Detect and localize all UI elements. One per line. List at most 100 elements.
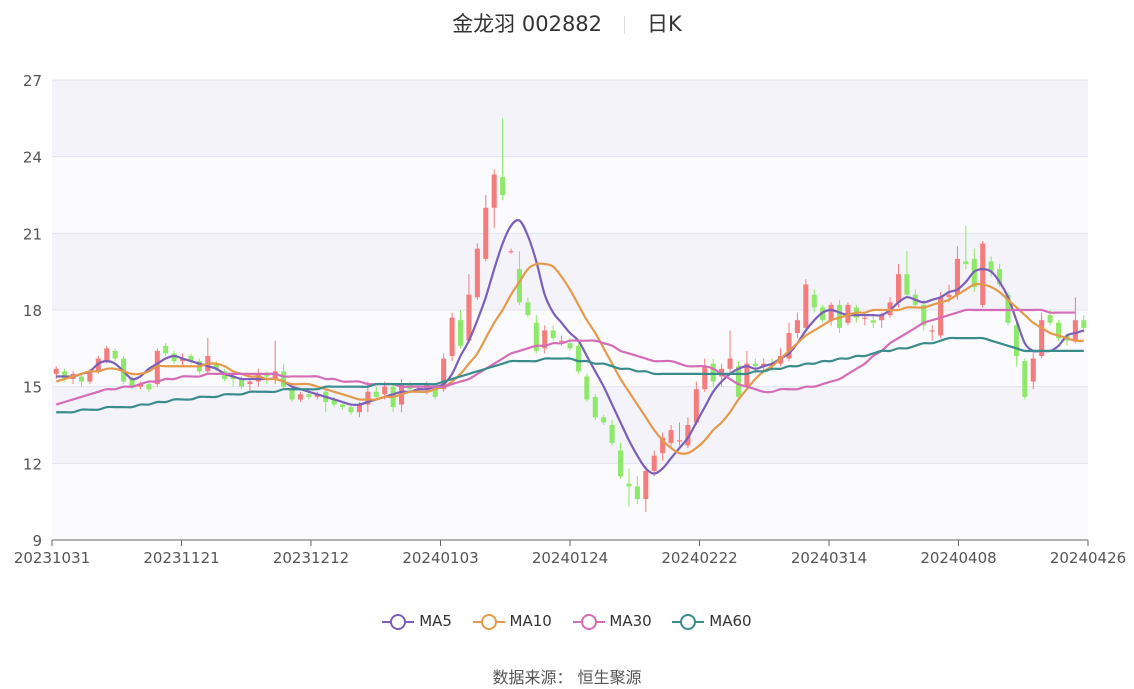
candle-body — [62, 371, 68, 379]
candle-body — [904, 274, 910, 295]
candle-body — [222, 371, 228, 379]
candle-body — [491, 174, 497, 208]
candle-body — [879, 315, 885, 321]
legend-label-ma30: MA30 — [609, 612, 652, 631]
candle-body — [946, 294, 952, 298]
candle-body — [213, 363, 219, 369]
candle-body — [163, 345, 169, 354]
legend-item-ma10[interactable]: MA10 — [472, 612, 552, 631]
candle-body — [340, 404, 346, 408]
candle-body — [331, 399, 337, 405]
candle-body — [575, 345, 581, 372]
candle-body — [1013, 325, 1019, 356]
grid-band — [52, 463, 1088, 540]
candle-body — [112, 350, 118, 359]
candle-body — [474, 248, 480, 298]
candle-body — [626, 483, 632, 487]
legend: MA5 MA10 MA30 MA60 — [0, 612, 1134, 631]
y-tick-label: 24 — [23, 149, 42, 167]
series-line-ma10 — [55, 262, 1084, 455]
candle-body — [685, 425, 691, 446]
legend-label-ma10: MA10 — [509, 612, 552, 631]
candle-body — [373, 391, 379, 397]
candle-body — [702, 366, 708, 390]
candle-body — [980, 243, 986, 305]
candle-body — [794, 320, 800, 333]
candle-body — [53, 368, 59, 374]
candle-body — [567, 343, 573, 349]
candle-body — [929, 330, 935, 332]
candle-body — [171, 353, 177, 362]
candle-body — [828, 304, 834, 321]
series-line-ma60 — [56, 336, 1084, 414]
candle-body — [988, 261, 994, 272]
candle-body — [727, 358, 733, 369]
candle-body — [188, 356, 194, 362]
candle-body — [752, 363, 758, 367]
legend-marker-ma10 — [472, 613, 505, 631]
candle-body — [457, 320, 464, 346]
candle-body — [264, 373, 270, 377]
grid-band — [52, 386, 1088, 464]
candle-body — [845, 304, 851, 323]
candle-body — [154, 350, 160, 385]
candlestick-chart: 9 12 15 18 21 24 27 20231031 20231121 20231212 202… — [14, 72, 1126, 567]
candle-body — [104, 348, 110, 362]
candle-body — [735, 366, 741, 397]
x-tick-label: 20240408 — [920, 549, 996, 567]
candle-body — [786, 333, 792, 359]
candle-body — [1039, 320, 1045, 356]
grid-band — [52, 80, 1088, 157]
candle-body — [137, 384, 143, 387]
x-tick-label: 20240222 — [661, 549, 737, 567]
candle-body — [609, 425, 615, 443]
candle-body — [146, 384, 152, 390]
legend-item-ma30[interactable]: MA30 — [572, 612, 652, 631]
y-tick-label: 21 — [23, 225, 42, 243]
candle-body — [1030, 358, 1036, 382]
candle-body — [483, 207, 489, 259]
candle-body — [365, 391, 371, 405]
candle-body — [449, 317, 455, 356]
candle-body — [306, 394, 312, 397]
candle-body — [710, 363, 716, 382]
candle-body — [954, 258, 960, 295]
candle-body — [803, 284, 809, 328]
y-tick-label: 12 — [23, 455, 42, 473]
candle-body — [441, 358, 447, 390]
x-tick-label: 20240103 — [402, 549, 478, 567]
legend-item-ma60[interactable]: MA60 — [672, 612, 752, 631]
stock-name-code: 金龙羽 002882 — [452, 12, 603, 36]
candle-body — [584, 376, 590, 400]
candle-body — [78, 376, 85, 382]
candle-body — [811, 294, 817, 308]
candle-body — [1005, 294, 1011, 323]
candle-body — [466, 294, 472, 341]
candle-body — [744, 363, 750, 387]
candle-body — [559, 340, 565, 342]
x-tick-label: 20231212 — [273, 549, 349, 567]
candle-body — [1081, 320, 1087, 328]
candle-body — [634, 486, 640, 500]
candle-body — [618, 450, 624, 477]
candle-body — [660, 437, 666, 454]
candle-body — [432, 389, 438, 397]
candle-body — [837, 304, 843, 328]
legend-label-ma5: MA5 — [419, 612, 452, 631]
x-tick-label: 20240426 — [1050, 549, 1126, 567]
candle-body — [247, 381, 253, 385]
candle-body — [180, 358, 186, 362]
legend-label-ma60: MA60 — [709, 612, 752, 631]
candle-body — [356, 404, 362, 413]
candle-body — [938, 297, 944, 336]
candle-body — [272, 371, 278, 379]
candle-body — [281, 371, 287, 387]
candle-body — [895, 274, 902, 303]
candle-body — [668, 430, 674, 443]
candle-body — [963, 261, 969, 264]
candle-body — [289, 389, 295, 400]
legend-marker-ma30 — [572, 613, 605, 631]
x-tick-label: 20231121 — [143, 549, 219, 567]
legend-item-ma5[interactable]: MA5 — [382, 612, 452, 631]
candle-body — [314, 394, 320, 397]
